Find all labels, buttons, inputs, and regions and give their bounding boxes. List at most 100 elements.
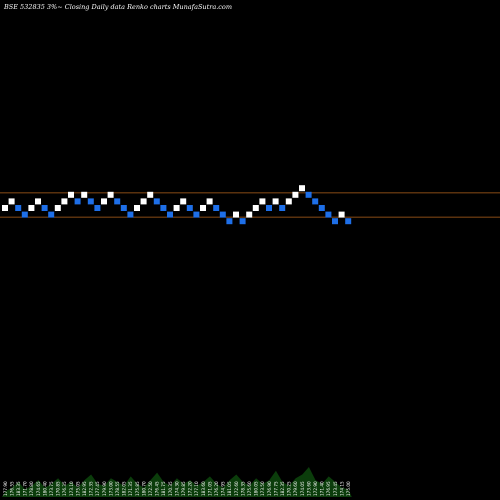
tick-label: 177.75: [273, 481, 278, 496]
volume-area: [2, 467, 352, 497]
renko-brick-up: [35, 198, 41, 205]
tick-label: 178.80: [29, 481, 34, 496]
tick-label: 176.95: [326, 481, 331, 496]
renko-brick-down: [21, 211, 28, 218]
tick-label: 182.05: [122, 481, 127, 496]
renko-brick-up: [68, 191, 74, 198]
tick-labels: 177.90 176.55 183.35 171.70 178.80 174.65 180.…: [3, 481, 351, 496]
renko-brick-down: [41, 205, 48, 211]
tick-label: 178.55: [115, 481, 120, 496]
tick-label: 173.45: [333, 481, 338, 496]
tick-label: 170.25: [287, 481, 292, 496]
renko-brick-down: [345, 218, 352, 225]
renko-brick-down: [312, 198, 319, 205]
renko-brick-down: [226, 218, 233, 225]
tick-label: 176.55: [9, 481, 14, 496]
renko-brick-down: [325, 211, 332, 218]
tick-label: 171.40: [320, 481, 325, 496]
tick-label: 179.85: [181, 481, 186, 496]
tick-label: 171.35: [128, 481, 133, 496]
chart-title: BSE 532835 3%~ Closing Daily data Renko …: [3, 3, 232, 11]
renko-brick-up: [54, 205, 61, 211]
tick-label: 170.85: [56, 481, 61, 496]
renko-brick-up: [180, 198, 187, 205]
renko-brick-down: [153, 198, 160, 205]
tick-label: 172.90: [313, 481, 318, 496]
tick-label: 173.00: [108, 481, 113, 496]
tick-label: 174.05: [300, 481, 305, 496]
renko-brick-down: [186, 205, 193, 211]
tick-label: 179.90: [102, 481, 107, 496]
renko-brick-down: [213, 205, 220, 211]
tick-label: 175.85: [135, 481, 140, 496]
renko-brick-up: [259, 198, 266, 205]
renko-brick-down: [74, 198, 81, 205]
renko-brick-down: [332, 218, 338, 225]
tick-label: 172.50: [148, 481, 153, 496]
renko-brick-down: [266, 205, 272, 211]
renko-brick-down: [87, 198, 94, 205]
tick-label: 173.75: [49, 481, 54, 496]
tick-label: 176.20: [214, 481, 219, 496]
renko-brick-down: [127, 211, 134, 218]
renko-brick-up: [200, 205, 206, 211]
renko-brick-up: [147, 191, 154, 198]
renko-brick-up: [107, 191, 114, 198]
tick-label: 176.35: [62, 481, 67, 496]
tick-label: 182.95: [82, 481, 87, 496]
renko-brick-down: [94, 205, 101, 211]
tick-label: 176.90: [267, 481, 272, 496]
tick-label: 180.70: [141, 481, 146, 496]
volume-fill: [2, 467, 352, 497]
tick-label: 176.45: [155, 481, 160, 496]
renko-brick-up: [233, 211, 239, 218]
tick-label: 178.35: [240, 481, 245, 496]
renko-brick-up: [28, 205, 35, 211]
renko-brick-down: [318, 205, 325, 211]
tick-label: 171.05: [207, 481, 212, 496]
renko-brick-down: [160, 205, 167, 211]
tick-label: 172.60: [234, 481, 239, 496]
tick-label: 181.05: [227, 481, 232, 496]
tick-label: 183.60: [201, 481, 206, 496]
tick-label: 172.35: [89, 481, 94, 496]
tick-label: 171.70: [23, 481, 28, 496]
renko-brick-down: [219, 211, 226, 218]
tick-label: 177.45: [95, 481, 100, 496]
tick-label: 183.35: [16, 481, 21, 496]
renko-brick-down: [114, 198, 121, 205]
tick-label: 180.05: [254, 481, 259, 496]
renko-brick-up: [81, 191, 88, 198]
tick-label: 179.60: [293, 481, 298, 496]
tick-label: 174.15: [339, 481, 344, 496]
renko-brick-up: [299, 185, 305, 192]
tick-label: 173.50: [260, 481, 265, 496]
tick-label: 174.65: [36, 481, 41, 496]
renko-brick-up: [338, 211, 345, 218]
tick-label: 181.75: [161, 481, 166, 496]
renko-brick-down: [193, 211, 200, 218]
renko-brick-up: [140, 198, 147, 205]
renko-brick-down: [239, 218, 246, 225]
renko-brick-up: [61, 198, 68, 205]
renko-brick-up: [173, 205, 180, 211]
renko-brick-up: [252, 205, 259, 211]
tick-label: 173.60: [306, 481, 311, 496]
tick-label: 182.35: [280, 481, 285, 496]
renko-brick-up: [285, 198, 292, 205]
tick-label: 173.10: [69, 481, 74, 496]
renko-brick-up: [101, 198, 107, 205]
renko-bricks: [2, 185, 352, 225]
renko-brick-down: [305, 191, 312, 198]
renko-brick-up: [246, 211, 253, 218]
tick-label: 172.20: [188, 481, 193, 496]
renko-brick-up: [206, 198, 213, 205]
tick-label: 174.30: [174, 481, 179, 496]
tick-label: 174.95: [221, 481, 226, 496]
renko-brick-up: [272, 198, 279, 205]
tick-label: 177.10: [194, 481, 199, 496]
tick-label: 175.60: [247, 481, 252, 496]
renko-brick-up: [2, 205, 8, 211]
